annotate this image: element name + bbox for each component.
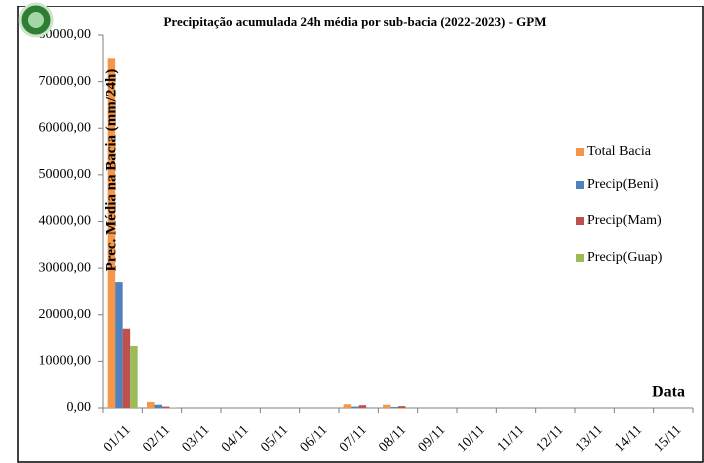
legend-swatch [576, 181, 584, 189]
logo-inner [28, 12, 44, 28]
x-tick-label: 12/11 [534, 422, 567, 455]
legend-label: Precip(Beni) [587, 177, 659, 192]
y-tick-label: 60000,00 [39, 120, 92, 135]
x-tick-label: 10/11 [455, 422, 488, 455]
bar [115, 282, 123, 408]
x-tick-label: 06/11 [298, 422, 331, 455]
x-tick-label: 14/11 [612, 422, 645, 455]
x-tick-label: 05/11 [258, 422, 291, 455]
x-tick-label: 01/11 [101, 422, 134, 455]
x-tick-label: 15/11 [652, 422, 685, 455]
legend-label: Total Bacia [587, 144, 652, 159]
bar [390, 407, 398, 408]
y-tick-label: 20000,00 [39, 307, 92, 322]
bar [154, 404, 162, 408]
bar [122, 328, 131, 408]
x-tick-label: 11/11 [495, 422, 527, 454]
x-tick-label: 03/11 [180, 422, 213, 455]
y-tick-label: 70000,00 [39, 74, 92, 89]
top-strip [14, 0, 704, 6]
legend-swatch [576, 148, 584, 156]
bar [358, 405, 367, 408]
y-axis-label: Prec. Média na Bacia (mm/24h) [103, 69, 119, 272]
x-axis-label: Data [652, 384, 685, 401]
bar [162, 406, 170, 408]
y-tick-label: 30000,00 [39, 260, 92, 275]
x-tick-label: 09/11 [416, 422, 449, 455]
bar [343, 404, 352, 408]
bar [351, 406, 359, 408]
y-tick-label: 50000,00 [39, 167, 92, 182]
legend-swatch [576, 254, 584, 262]
y-tick-label: 80000,00 [39, 27, 92, 42]
chart-title: Precipitação acumulada 24h média por sub… [163, 14, 546, 29]
x-tick-label: 13/11 [573, 422, 606, 455]
legend-label: Precip(Guap) [587, 250, 663, 265]
legend-swatch [576, 217, 584, 225]
y-tick-label: 40000,00 [39, 214, 92, 229]
x-tick-label: 04/11 [219, 422, 252, 455]
x-tick-label: 02/11 [140, 422, 173, 455]
bar [147, 401, 155, 408]
y-tick-label: 0,00 [67, 400, 92, 415]
x-tick-label: 08/11 [376, 422, 409, 455]
bar [383, 404, 391, 408]
bar [398, 406, 406, 408]
bar [130, 345, 138, 408]
legend-label: Precip(Mam) [587, 213, 662, 228]
x-tick-label: 07/11 [337, 422, 370, 455]
bar [107, 58, 116, 408]
y-tick-label: 10000,00 [39, 354, 92, 369]
